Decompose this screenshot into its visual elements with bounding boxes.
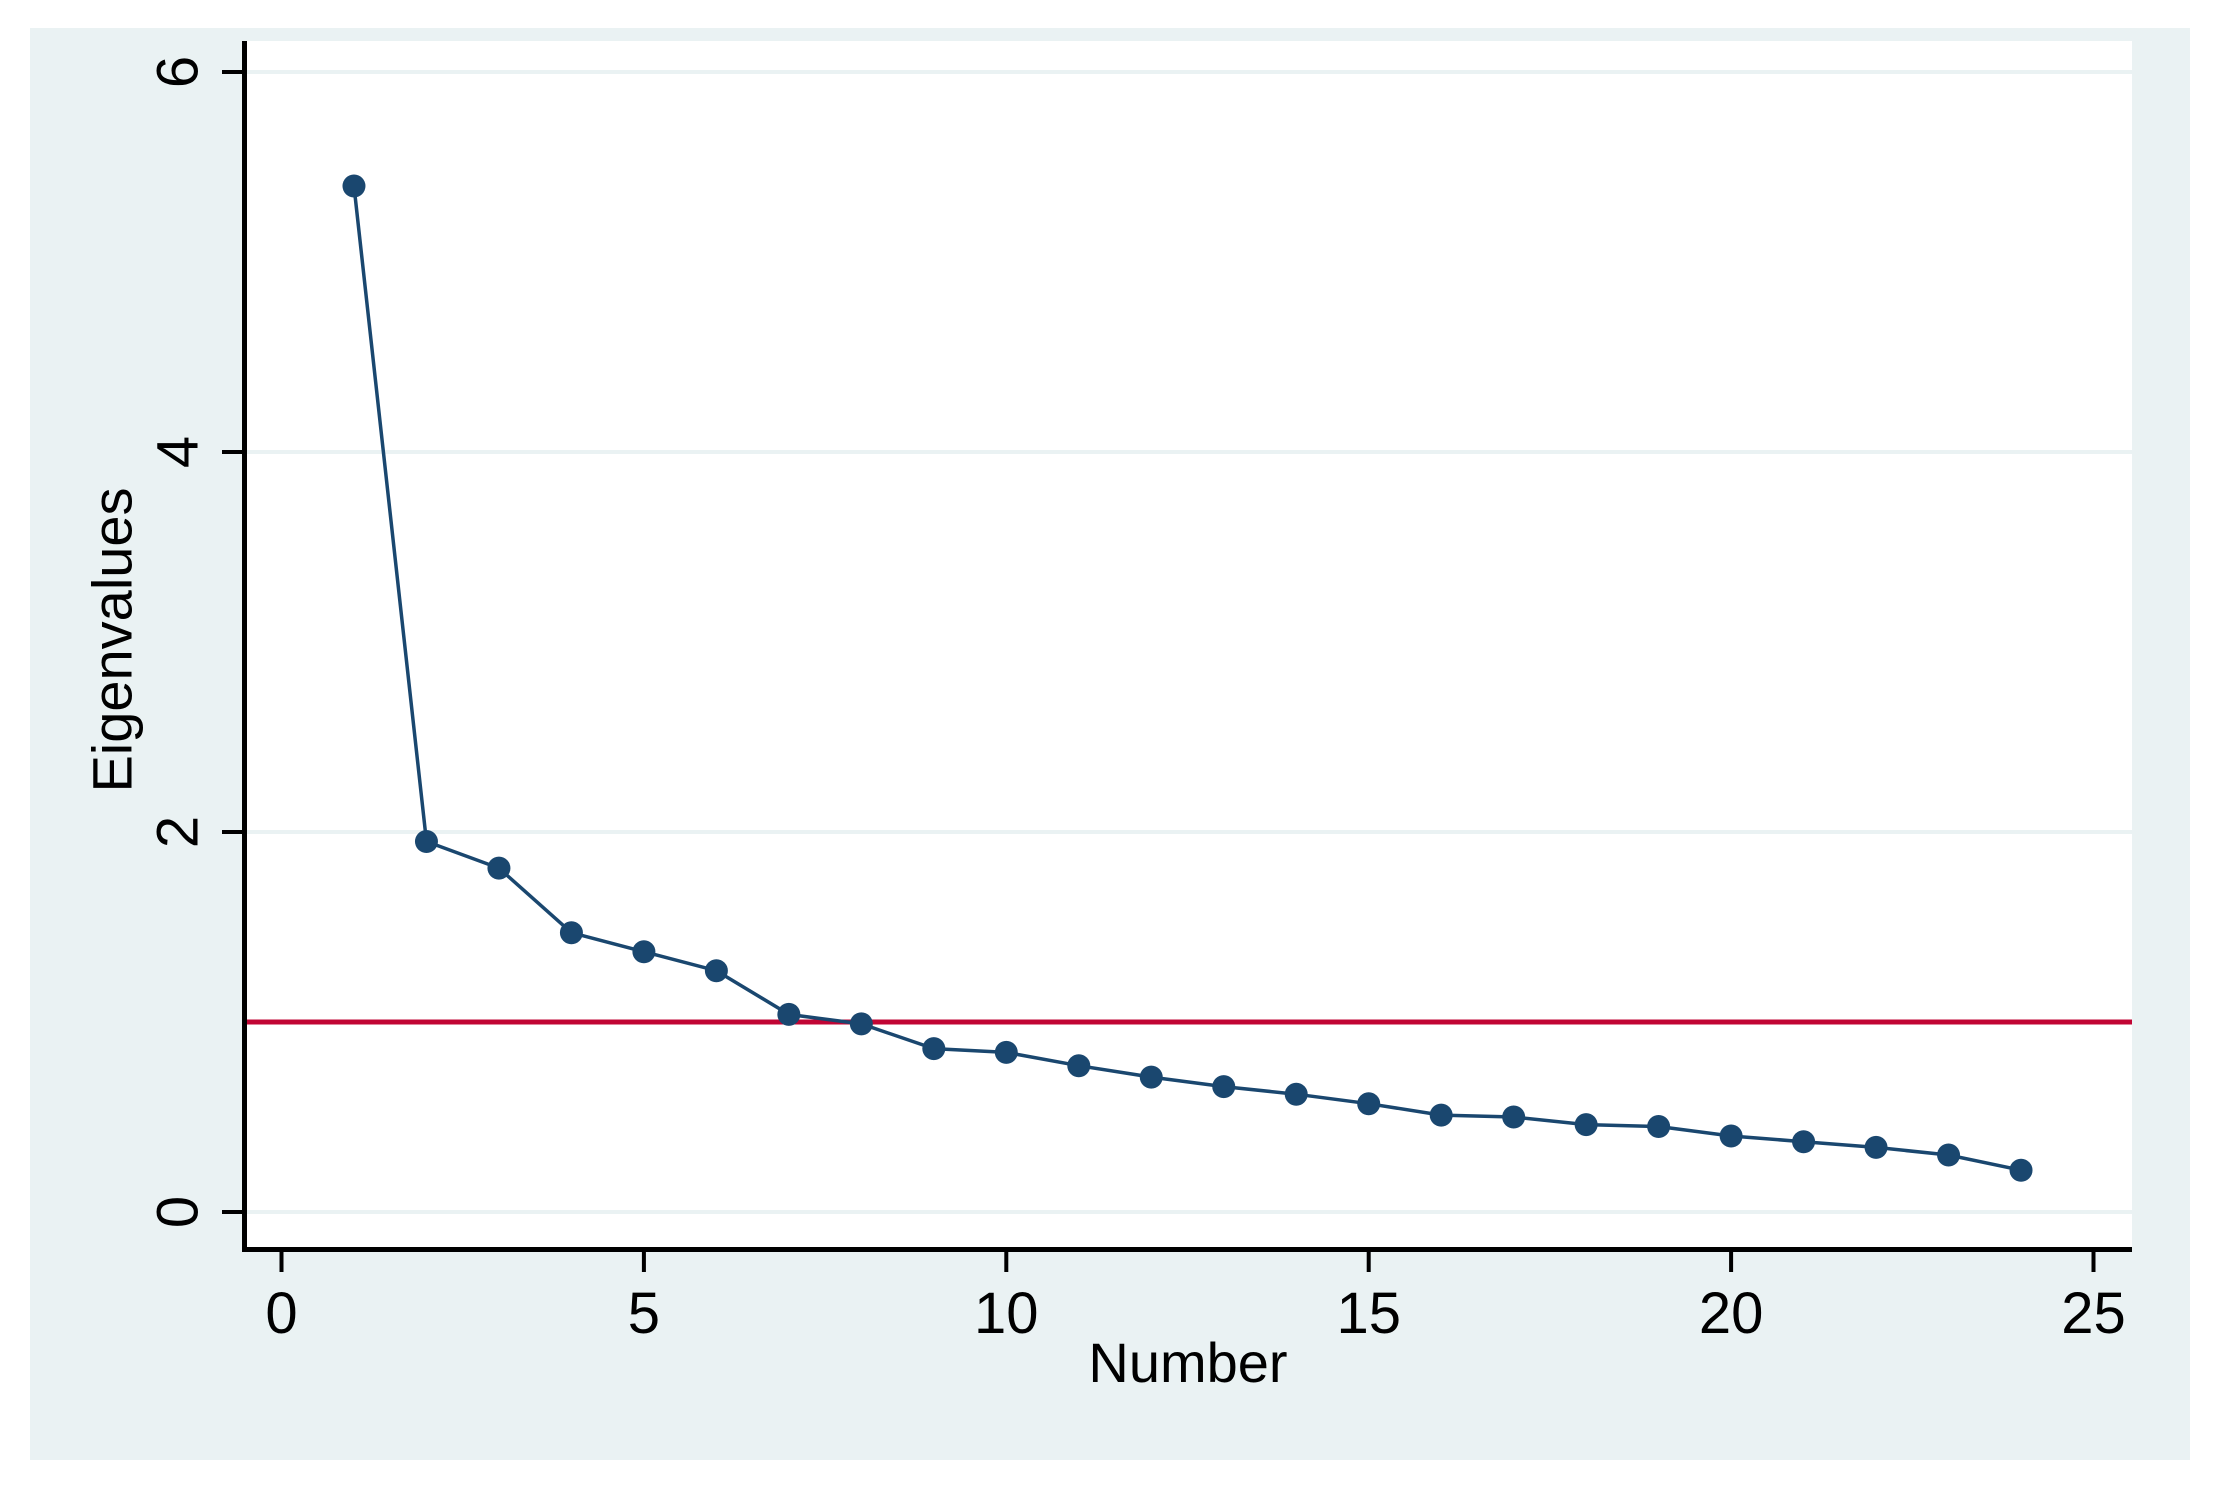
y-tick-label: 6 [146, 56, 211, 88]
y-tick-label: 0 [146, 1196, 211, 1228]
series-line [352, 185, 2022, 1172]
series-layer [342, 174, 2033, 1182]
data-point [1429, 1103, 1453, 1127]
x-tick-label: 15 [1336, 1281, 1401, 1346]
data-point [1719, 1124, 1743, 1148]
data-point [1284, 1082, 1308, 1106]
data-point [922, 1037, 946, 1061]
data-point [1212, 1075, 1236, 1099]
tick-labels-layer: 0 2 4 6 0 5 10 15 20 25 [146, 56, 2126, 1346]
y-tick-label: 2 [146, 816, 211, 848]
gridlines-layer [243, 70, 2132, 1214]
data-point [994, 1040, 1018, 1064]
x-tick-label: 10 [974, 1281, 1039, 1346]
data-point [1937, 1143, 1961, 1167]
x-tick-label: 0 [265, 1281, 297, 1346]
data-point [1502, 1105, 1526, 1129]
data-point [559, 921, 583, 945]
data-point [777, 1002, 801, 1026]
data-point [1647, 1115, 1671, 1138]
plot-area [243, 41, 2132, 1247]
data-point [849, 1012, 873, 1036]
data-point [2009, 1158, 2033, 1182]
y-axis-title: Eigenvalues [81, 487, 144, 792]
data-point [414, 830, 438, 853]
x-axis-title: Number [1088, 1331, 1287, 1394]
ticks-layer [222, 70, 2096, 1272]
data-point [1067, 1054, 1091, 1078]
data-point [704, 959, 728, 983]
data-point [342, 174, 366, 198]
x-tick-label: 5 [628, 1281, 660, 1346]
axes-layer [242, 41, 2132, 1252]
data-point [632, 940, 656, 964]
x-tick-label: 20 [1699, 1281, 1764, 1346]
data-point [1864, 1135, 1888, 1159]
x-tick-label: 25 [2061, 1281, 2126, 1346]
data-point [487, 856, 511, 880]
data-point [1357, 1092, 1381, 1116]
y-tick-label: 4 [146, 436, 211, 468]
data-point [1792, 1130, 1816, 1154]
data-point [1139, 1065, 1163, 1089]
data-point [1574, 1113, 1598, 1137]
